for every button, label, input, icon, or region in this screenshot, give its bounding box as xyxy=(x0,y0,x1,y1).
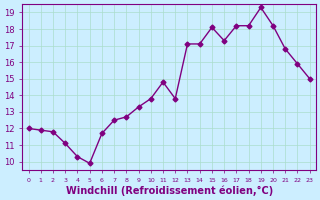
X-axis label: Windchill (Refroidissement éolien,°C): Windchill (Refroidissement éolien,°C) xyxy=(66,185,273,196)
